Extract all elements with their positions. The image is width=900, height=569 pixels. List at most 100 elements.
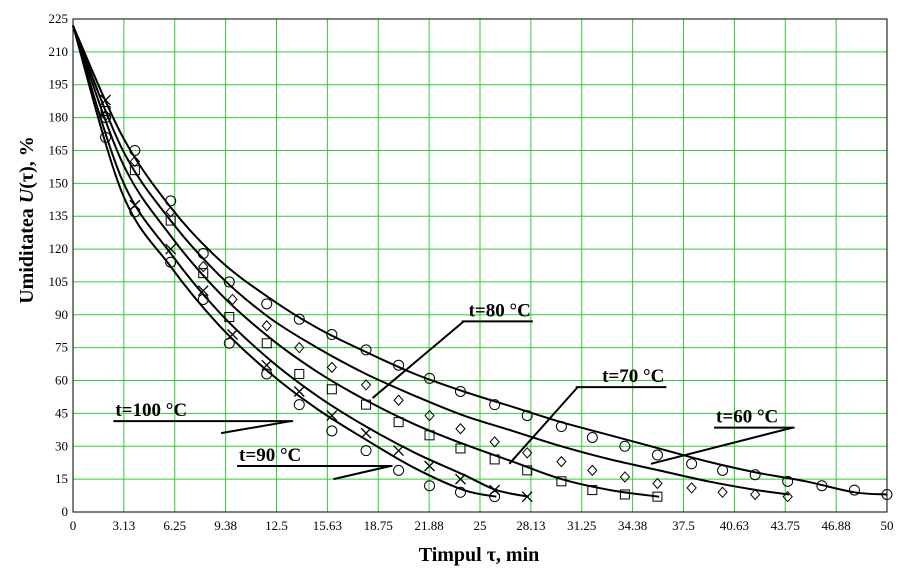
marker-circle <box>393 359 405 371</box>
marker-circle <box>261 368 273 380</box>
marker-circle <box>489 491 501 503</box>
x-tick-label: 12.5 <box>265 518 288 533</box>
marker-diamond <box>294 341 305 354</box>
series-label: t=80 °C <box>469 300 531 321</box>
x-tick-label: 46.88 <box>822 518 851 533</box>
marker-circle <box>521 410 533 422</box>
x-tick-label: 34.38 <box>618 518 647 533</box>
y-tick-label: 150 <box>49 175 69 190</box>
y-tick-label: 30 <box>55 438 68 453</box>
marker-square <box>224 311 235 322</box>
x-tick-label: 15.63 <box>313 518 342 533</box>
marker-square <box>393 417 404 428</box>
label-leader-line <box>220 420 292 435</box>
x-tick-label: 37.5 <box>672 518 695 533</box>
marker-diamond <box>424 409 435 422</box>
y-tick-label: 195 <box>49 77 69 92</box>
y-axis-title: Umiditatea U(τ), % <box>16 136 38 304</box>
marker-square <box>489 454 500 465</box>
y-axis-title-suffix: (τ), % <box>16 136 38 189</box>
x-tick-label: 31.25 <box>567 518 596 533</box>
marker-diamond <box>198 260 209 273</box>
y-axis-title-func: U <box>16 187 38 203</box>
series-label: t=100 °C <box>115 400 187 421</box>
marker-circle <box>165 195 177 207</box>
marker-x <box>293 386 305 397</box>
marker-square <box>326 384 337 395</box>
y-tick-label: 225 <box>49 11 69 26</box>
x-tick-label: 3.13 <box>113 518 136 533</box>
fit-curves <box>72 25 888 498</box>
marker-x <box>521 491 533 503</box>
marker-circle <box>686 458 698 470</box>
marker-square <box>165 215 176 226</box>
series-labels: t=60 °C t=70 °C t=80 °C t=90 °C t=100 °C <box>113 300 795 481</box>
marker-diamond <box>227 293 238 306</box>
marker-circle <box>424 372 436 384</box>
marker-square <box>198 268 209 279</box>
series-label: t=90 °C <box>239 445 301 466</box>
x-tick-label: 21.88 <box>415 518 444 533</box>
label-leader-line <box>371 320 465 399</box>
marker-circle <box>555 421 567 433</box>
marker-circle <box>293 399 305 411</box>
marker-x <box>100 94 112 106</box>
fit-curve <box>72 25 790 496</box>
marker-circle <box>619 440 631 452</box>
marker-square <box>455 443 466 454</box>
marker-circle <box>129 144 141 156</box>
plot-frame <box>72 18 888 513</box>
marker-diamond <box>652 477 663 490</box>
marker-circle <box>223 276 235 288</box>
marker-circle <box>326 329 338 341</box>
tick-labels: 0 3.13 6.25 9.38 12.5 15.63 18.75 21.88 25 28.13 3… <box>49 11 894 533</box>
x-tick-label: 43.75 <box>771 518 800 533</box>
marker-x <box>165 243 177 255</box>
marker-square <box>652 491 663 502</box>
marker-diamond <box>360 379 372 391</box>
y-tick-label: 210 <box>49 44 69 59</box>
y-tick-label: 180 <box>49 110 69 125</box>
y-tick-label: 90 <box>55 307 68 322</box>
fit-curve <box>72 25 888 496</box>
y-tick-label: 45 <box>55 405 68 420</box>
marker-x <box>424 460 435 472</box>
x-tick-label: 18.75 <box>364 518 393 533</box>
marker-circle <box>782 475 794 487</box>
y-tick-label: 135 <box>49 208 69 223</box>
marker-diamond <box>556 455 567 468</box>
x-tick-label: 50 <box>881 518 894 533</box>
marker-circle <box>424 480 436 492</box>
y-tick-label: 75 <box>55 340 68 355</box>
y-tick-label: 120 <box>49 241 69 256</box>
marker-circle <box>223 337 235 349</box>
fit-curve <box>72 25 497 498</box>
marker-circle <box>586 432 598 444</box>
marker-circle <box>717 464 729 476</box>
marker-circle <box>749 469 761 481</box>
x-axis-title: Timpul τ, min <box>419 544 540 566</box>
marker-circle <box>651 449 663 461</box>
marker-circle <box>360 344 372 356</box>
marker-circle <box>165 256 177 268</box>
marker-circle <box>197 293 209 305</box>
x-tick-label: 9.38 <box>214 518 237 533</box>
marker-circle <box>293 313 305 325</box>
marker-circle <box>100 131 112 143</box>
marker-circle <box>100 112 112 124</box>
marker-diamond <box>393 394 404 407</box>
y-tick-label: 15 <box>55 471 68 486</box>
marker-circle <box>848 484 860 496</box>
marker-square <box>100 106 111 117</box>
marker-circle <box>454 385 466 397</box>
marker-square <box>556 476 567 487</box>
marker-diamond <box>326 361 338 374</box>
marker-diamond <box>522 447 533 459</box>
marker-x <box>360 427 372 439</box>
x-tick-label: 40.63 <box>720 518 749 533</box>
marker-diamond <box>686 482 697 494</box>
x-tick-label: 6.25 <box>163 518 186 533</box>
marker-diamond <box>717 486 728 499</box>
marker-diamond <box>619 471 631 483</box>
